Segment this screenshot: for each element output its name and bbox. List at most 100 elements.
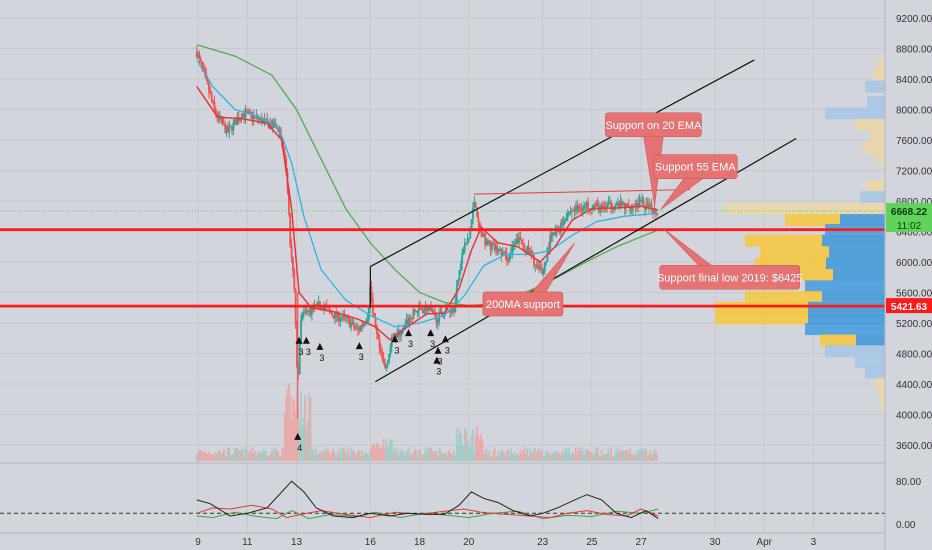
candle-body [332,315,335,319]
volume-bar [388,445,390,461]
volume-bar [652,453,654,461]
candle-body [595,203,598,206]
volume-bar [202,451,205,461]
candle-body [397,329,400,334]
candle-body [386,361,389,365]
candle-body [493,243,496,250]
oscillator-black-line [196,480,659,520]
price-tick-label: 7600.00 [896,136,932,147]
profile-bar [865,80,885,93]
volume-bar [438,448,441,461]
candle-body [581,208,584,212]
candle-body [408,317,411,325]
countdown-badge-bg [886,218,932,233]
candle-body [585,202,588,206]
marker-label: 3 [394,345,399,355]
volume-bar [505,450,508,461]
candle-body [473,202,476,208]
volume-bar [378,448,381,461]
candle-body [458,270,461,281]
candle-body [342,314,344,319]
volume-bar [646,455,649,461]
candle-body [474,202,477,208]
volume-bar [598,454,600,461]
candle-body [296,324,298,368]
candle-body [224,123,227,133]
volume-bar [634,455,637,461]
volume-bar [639,449,642,461]
annotation-text: 200MA support [486,299,560,311]
volume-bar [279,456,282,461]
marker-triangle [405,329,412,337]
candle-body [422,309,424,314]
volume-bar [362,455,365,461]
candle-body [584,205,587,207]
candle-body [612,209,615,211]
annotation-box [605,112,702,138]
candle-body [320,307,323,309]
volume-bar [201,452,204,461]
volume-bar [397,456,400,461]
volume-bar [618,449,621,461]
candle-body [323,306,325,310]
profile-bar-blue [840,214,885,227]
candle-body [248,111,251,113]
candle-body [489,243,492,250]
volume-bar [259,451,262,461]
candle-body [625,203,627,209]
volume-bar [496,455,499,461]
volume-bar [258,453,260,461]
volume-bar [206,454,209,461]
candle-body [277,127,279,132]
price-tick-label: 4000.00 [896,411,932,422]
volume-bar [488,450,491,461]
price-tick-label: 6800.00 [896,197,932,208]
volume-bar [373,443,376,461]
candle-body [225,126,228,133]
candle-body [481,232,484,238]
volume-bar [553,451,556,461]
candle-body [465,242,468,244]
volume-bar [626,449,629,461]
volume-bar [581,447,584,461]
candle-body [569,211,572,213]
candle-body [361,325,363,327]
volume-bar [588,451,591,461]
volume-bar [468,444,470,461]
marker-triangle [427,329,435,337]
volume-bar [273,454,275,461]
volume-bar [562,453,565,461]
candle-body [554,230,557,235]
candle-body [247,111,250,113]
candle-body [600,205,603,208]
volume-bar [246,449,248,461]
volume-bar [527,456,530,461]
volume-bar [614,452,617,461]
candle-body [209,92,212,95]
volume-bar [439,449,442,461]
volume-bar [381,446,384,461]
candle-body [641,199,644,201]
candle-body [354,327,357,329]
current-price-badge: 6668.22 [891,207,928,218]
volume-bar [508,456,511,461]
volume-bar [492,450,495,461]
volume-bar [298,427,301,461]
price-tick-label: 8800.00 [896,45,932,56]
volume-bar [596,447,599,461]
candle-body [501,252,504,256]
volume-bar [269,455,271,461]
volume-bar [431,450,434,461]
candle-body [606,205,608,209]
volume-bar [343,447,346,461]
profile-bar-blue [822,234,885,247]
volume-bar [606,454,608,461]
candle-body [608,202,611,204]
candle-body [477,217,480,223]
volume-bar [622,451,625,461]
candle-body [619,201,622,209]
volume-bar [434,450,436,461]
candle-body [244,110,247,118]
candle-body [334,312,336,319]
